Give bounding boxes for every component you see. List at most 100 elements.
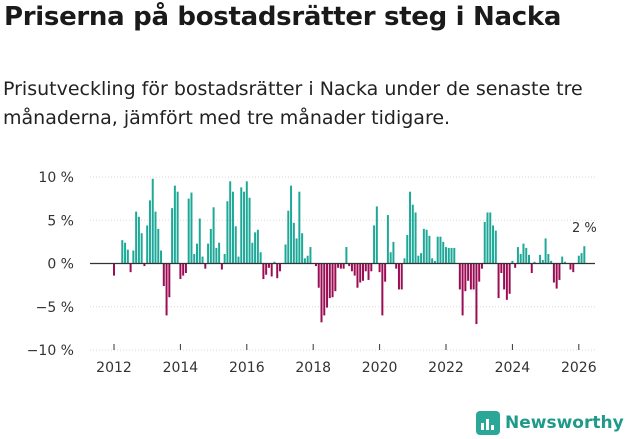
bar [129,263,132,273]
bar [433,260,436,264]
bar [279,263,281,272]
bar [148,200,151,264]
bar [467,263,470,281]
bar [563,261,566,264]
bar [287,210,290,264]
x-tick-label: 2020 [362,360,398,376]
newsworthy-logo[interactable]: Newsworthy [476,410,624,436]
x-axis: 2012 2014 2016 2018 2020 2022 2024 2026 [96,344,597,376]
bar [530,263,533,274]
bar [378,263,381,273]
bar [439,236,442,264]
bar [561,256,564,264]
bar [425,229,428,264]
bar [508,263,511,294]
bar [240,187,243,264]
bar [350,263,353,272]
bar [190,192,193,264]
bar [533,261,536,264]
y-tick-label: −5 % [36,300,74,316]
bar [196,243,198,264]
bar [422,228,425,264]
bar [453,247,456,264]
bar [431,258,434,264]
bar [386,215,389,264]
bar [309,247,312,264]
bar [215,247,218,264]
bar [494,230,497,264]
bar [480,263,483,269]
bar [558,263,561,280]
bar [323,263,326,316]
bar [157,228,160,264]
bar [400,263,403,290]
bar [348,263,351,267]
bar [237,256,240,264]
y-tick-label: 0 % [47,257,74,273]
bar [171,208,174,264]
bar [519,253,522,264]
bar [500,263,503,274]
bar [298,191,301,264]
bar [331,263,334,298]
bar [492,225,495,264]
bar [472,263,475,290]
bar [254,232,257,264]
bar [179,263,182,280]
bar [262,263,265,280]
bar [442,241,445,264]
bar [547,253,550,264]
bar [420,253,423,264]
bar [303,258,306,264]
bar [140,233,143,264]
bar [409,191,412,264]
bar [552,263,555,283]
bar [284,244,287,264]
latest-value-label: 2 % [572,221,597,236]
bar [295,238,298,264]
bar [445,247,447,264]
bar [381,263,384,316]
bar [337,263,340,268]
bar [406,234,409,264]
bar [137,216,140,264]
bar [154,211,157,264]
bar [478,263,481,282]
bar [356,263,359,288]
bar [245,181,248,264]
bar [209,228,212,264]
x-tick-label: 2016 [229,360,265,376]
bar [218,242,221,264]
bar [389,252,392,264]
bar [411,204,414,264]
bar [397,263,400,290]
bar [362,263,364,281]
bar [229,181,232,264]
bar [182,263,185,276]
bar [231,191,234,264]
bar [143,263,146,267]
bar [121,240,124,264]
bar [160,250,163,264]
chart-title: Priserna på bostadsrätter steg i Nacka [4,2,562,32]
bar [539,254,542,264]
bar [301,233,304,264]
bar [384,263,387,282]
bar [436,236,439,264]
bar [345,247,348,264]
bar [370,263,373,272]
bar [290,185,293,264]
x-tick-label: 2012 [96,360,132,376]
newsworthy-logo-icon [476,411,500,435]
x-tick-label: 2014 [163,360,199,376]
bar [292,222,295,264]
brand-name: Newsworthy [505,413,624,433]
bar [151,178,154,264]
bar [135,211,138,264]
bar [212,207,215,264]
x-tick-label: 2022 [428,360,464,376]
bar [270,263,273,277]
bar-chart: 10 % 5 % 0 % −5 % −10 % 2012 2014 2016 2018 2020… [27,170,597,376]
bar [317,263,320,288]
bar [223,253,226,264]
